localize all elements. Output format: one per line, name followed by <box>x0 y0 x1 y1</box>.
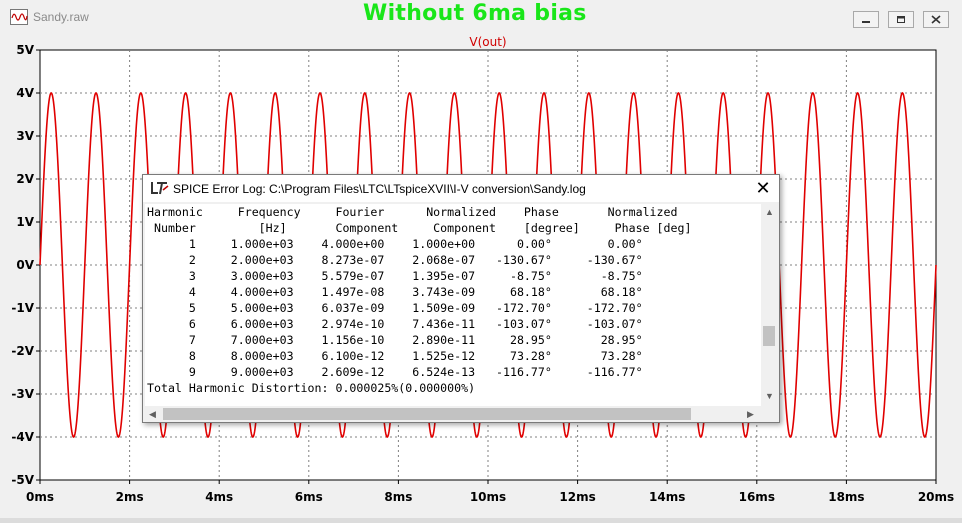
y-tick-label: 1V <box>16 215 34 229</box>
vertical-scroll-thumb[interactable] <box>763 326 775 346</box>
x-tick-label: 20ms <box>918 490 954 504</box>
table-row: 5 5.000e+03 6.037e-09 1.509e-09 -172.70°… <box>188 301 643 315</box>
y-tick-label: 3V <box>16 129 34 143</box>
x-tick-label: 10ms <box>470 490 506 504</box>
x-tick-label: 18ms <box>828 490 864 504</box>
y-tick-label: 2V <box>16 172 34 186</box>
minimize-button[interactable] <box>853 11 879 28</box>
axis-ticks: 0ms 2ms 4ms 6ms 8ms 10ms 12ms 14ms 16ms 18ms 20ms 5… <box>11 43 954 504</box>
table-body: 1 1.000e+03 4.000e+00 1.000e+00 0.00° 0.… <box>147 237 643 379</box>
close-icon: ✕ <box>755 178 771 198</box>
window-title: Sandy.raw <box>33 10 89 24</box>
table-row: 8 8.000e+03 6.100e-12 1.525e-12 73.28° 7… <box>188 349 643 363</box>
error-log-dialog: SPICE Error Log: C:\Program Files\LTC\LT… <box>142 174 780 423</box>
close-button[interactable] <box>923 11 949 28</box>
y-tick-label: -2V <box>11 344 34 358</box>
dialog-titlebar[interactable]: SPICE Error Log: C:\Program Files\LTC\LT… <box>143 175 779 202</box>
trace-label[interactable]: V(out) <box>469 35 506 49</box>
x-tick-label: 8ms <box>384 490 412 504</box>
x-tick-label: 16ms <box>739 490 775 504</box>
table-header-row-1: Harmonic Frequency Fourier Normalized Ph… <box>147 205 678 219</box>
table-row: 4 4.000e+03 1.497e-08 3.743e-09 68.18° 6… <box>188 285 643 299</box>
scroll-right-arrow-icon[interactable]: ▶ <box>747 409 754 419</box>
table-row: 7 7.000e+03 1.156e-10 2.890e-11 28.95° 2… <box>188 333 643 347</box>
horizontal-scrollbar[interactable]: ◀ ▶ <box>145 406 761 422</box>
scroll-down-arrow-icon[interactable]: ▼ <box>765 391 774 401</box>
window-titlebar[interactable]: Sandy.raw Without 6ma bias <box>0 0 962 34</box>
x-tick-label: 14ms <box>649 490 685 504</box>
maximize-button[interactable] <box>888 11 914 28</box>
banner-text: Without 6ma bias <box>363 1 587 26</box>
table-header-row-2: Number [Hz] Component Component [degree]… <box>147 221 692 235</box>
y-tick-label: -4V <box>11 430 34 444</box>
horizontal-scroll-thumb[interactable] <box>163 408 691 420</box>
waveform-app-icon <box>10 9 28 25</box>
dialog-title: SPICE Error Log: C:\Program Files\LTC\LT… <box>173 182 586 196</box>
minimize-icon <box>862 21 870 23</box>
y-tick-label: -3V <box>11 387 34 401</box>
y-tick-label: 5V <box>16 43 34 57</box>
y-tick-label: -5V <box>11 473 34 487</box>
x-tick-label: 2ms <box>116 490 144 504</box>
close-icon <box>931 15 941 24</box>
table-row: 2 2.000e+03 8.273e-07 2.068e-07 -130.67°… <box>188 253 643 267</box>
table-row: 9 9.000e+03 2.609e-12 6.524e-13 -116.77°… <box>188 365 643 379</box>
y-tick-label: 0V <box>16 258 34 272</box>
scroll-up-arrow-icon[interactable]: ▲ <box>765 207 774 217</box>
x-tick-label: 12ms <box>559 490 595 504</box>
table-row: 6 6.000e+03 2.974e-10 7.436e-11 -103.07°… <box>188 317 643 331</box>
fourier-table: Harmonic Frequency Fourier Normalized Ph… <box>147 204 691 396</box>
restore-icon <box>897 16 905 23</box>
y-tick-label: 4V <box>16 86 34 100</box>
y-tick-label: -1V <box>11 301 34 315</box>
table-row: 1 1.000e+03 4.000e+00 1.000e+00 0.00° 0.… <box>188 237 643 251</box>
table-row: 3 3.000e+03 5.579e-07 1.395e-07 -8.75° -… <box>188 269 643 283</box>
log-text-area[interactable]: Harmonic Frequency Fourier Normalized Ph… <box>145 204 761 406</box>
vertical-scrollbar[interactable]: ▲ ▼ <box>761 204 777 406</box>
dialog-close-button[interactable]: ✕ <box>749 177 777 199</box>
x-tick-label: 6ms <box>295 490 323 504</box>
x-tick-label: 4ms <box>205 490 233 504</box>
x-tick-label: 0ms <box>26 490 54 504</box>
ltspice-logo-icon <box>151 182 169 195</box>
scroll-left-arrow-icon[interactable]: ◀ <box>149 409 156 419</box>
thd-line: Total Harmonic Distortion: 0.000025%(0.0… <box>147 381 476 395</box>
